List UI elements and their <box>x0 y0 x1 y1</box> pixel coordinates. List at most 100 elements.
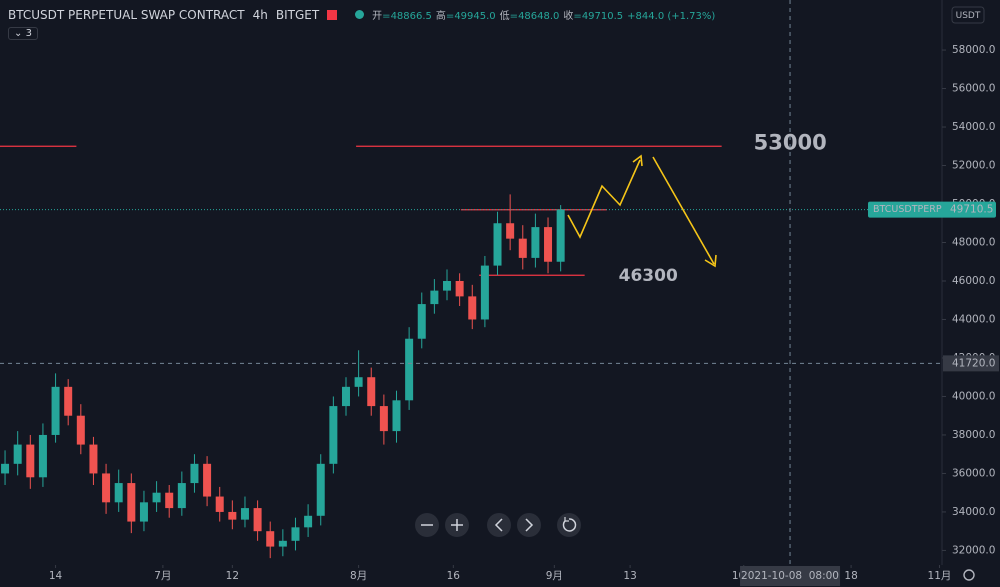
candle-body <box>266 531 275 547</box>
crosshair-time-tag <box>740 566 841 586</box>
x-tick-label: 9月 <box>546 570 563 582</box>
price-axis-panel <box>942 0 1000 587</box>
y-tick-label: 44000.0 <box>952 313 995 325</box>
candle-body <box>316 463 325 516</box>
candle-body <box>304 515 313 528</box>
candle-body <box>379 406 388 432</box>
ohlc-key: 收 <box>563 11 574 22</box>
candle-body <box>13 444 22 464</box>
y-tick-label: 46000.0 <box>952 275 995 287</box>
candle-body <box>102 473 111 503</box>
candle-body <box>240 508 249 520</box>
ohlc-value: 49945.0 <box>454 11 496 22</box>
candle-body <box>430 290 439 305</box>
candle-body <box>190 463 199 484</box>
x-tick-label: 8月 <box>350 570 367 582</box>
candle-body <box>468 296 477 320</box>
candle-body <box>367 377 376 407</box>
level-label: 46300 <box>619 266 678 286</box>
candle-body <box>89 444 98 474</box>
candle-body <box>556 209 565 262</box>
candle-body <box>38 434 47 478</box>
candle-body <box>544 227 553 262</box>
candle-body <box>291 527 300 541</box>
candle-body <box>405 338 414 401</box>
candle-body <box>493 223 502 266</box>
change: +844.0 (+1.73%) <box>627 11 716 22</box>
ohlc-key: 低 <box>499 11 510 22</box>
x-tick-label: 12 <box>226 570 239 582</box>
candle-body <box>228 511 237 520</box>
interval[interactable]: 4h <box>252 7 268 22</box>
settings-icon[interactable] <box>963 569 975 581</box>
y-tick-label: 32000.0 <box>952 544 995 556</box>
candle-body <box>114 483 123 503</box>
y-tick-label: 40000.0 <box>952 390 995 402</box>
last-price-tag <box>868 201 996 218</box>
candle-body <box>506 223 515 239</box>
currency-box[interactable] <box>951 6 985 24</box>
ohlc-value: 48648.0 <box>518 11 560 22</box>
level-label: 53000 <box>754 130 827 154</box>
candle-body <box>1 463 10 474</box>
y-tick-label: 38000.0 <box>952 429 995 441</box>
ohlc-key: 开 <box>372 11 383 22</box>
x-tick-label: 18 <box>844 570 857 582</box>
x-tick-label: 14 <box>49 570 63 582</box>
crosshair-price: 41720.0 <box>952 357 995 369</box>
candle-body <box>455 280 464 297</box>
symbol-title[interactable]: BTCUSDT PERPETUAL SWAP CONTRACT <box>8 7 245 22</box>
candle-body <box>152 492 161 503</box>
crosshair-time: 2021-10-08 08:00 <box>741 570 839 582</box>
crosshair-price-tag <box>943 355 999 372</box>
x-tick-label: 11月 <box>928 570 952 582</box>
candle-body <box>480 265 489 320</box>
x-tick-label: 7月 <box>154 570 171 582</box>
header: BTCUSDT PERPETUAL SWAP CONTRACT 4h BITGE… <box>8 7 716 23</box>
indicators-toggle[interactable]: ⌄ 3 <box>8 27 38 40</box>
flag-icon[interactable] <box>327 9 338 20</box>
status-dot <box>355 10 365 19</box>
ohlc-key: 高 <box>435 11 446 22</box>
x-tick-label: 16 <box>447 570 461 582</box>
candle-body <box>177 483 186 509</box>
y-tick-label: 56000.0 <box>952 83 995 95</box>
arrow-head <box>632 154 643 167</box>
candle-body <box>417 304 426 339</box>
currency: USDT <box>956 11 981 21</box>
last-price-value: 49710.5 <box>950 204 993 216</box>
candle-body <box>215 496 224 512</box>
x-tick-label: 13 <box>623 570 636 582</box>
scroll-left-button[interactable] <box>487 513 511 537</box>
zoom-in-button[interactable] <box>445 513 469 537</box>
scroll-right-button[interactable] <box>517 513 541 537</box>
candle-body <box>139 502 148 522</box>
arrow-head <box>704 254 717 268</box>
candle-body <box>354 377 363 387</box>
projection-up <box>567 159 641 239</box>
y-tick-label: 48000.0 <box>952 236 995 248</box>
candle-body <box>51 386 60 435</box>
candle-body <box>127 483 136 522</box>
candle-body <box>76 415 85 445</box>
reset-button[interactable] <box>557 513 581 537</box>
candle-body <box>531 227 540 258</box>
y-tick-label: 58000.0 <box>952 44 995 56</box>
candle-body <box>253 508 262 532</box>
candle-body <box>518 238 527 258</box>
zoom-out-button[interactable] <box>415 513 439 537</box>
candle-body <box>278 540 287 547</box>
projection-down <box>652 156 715 265</box>
last-price-name: BTCUSDTPERP <box>873 204 942 215</box>
candle-body <box>443 280 452 291</box>
candle-body <box>329 406 338 464</box>
indicators-count: 3 <box>25 28 32 39</box>
ohlc-value: 48866.5 <box>390 11 432 22</box>
ohlc-value: 49710.5 <box>581 11 624 22</box>
y-tick-label: 36000.0 <box>952 467 995 479</box>
candle-body <box>165 492 174 509</box>
exchange: BITGET <box>275 7 320 22</box>
